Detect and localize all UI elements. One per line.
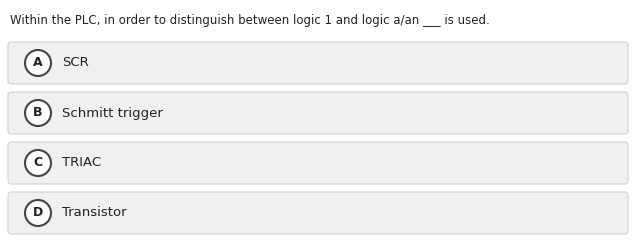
Text: TRIAC: TRIAC	[62, 156, 101, 170]
Text: B: B	[33, 107, 43, 119]
Text: Schmitt trigger: Schmitt trigger	[62, 107, 163, 119]
Ellipse shape	[25, 50, 51, 76]
Text: SCR: SCR	[62, 56, 89, 70]
Text: Transistor: Transistor	[62, 206, 126, 219]
Ellipse shape	[25, 200, 51, 226]
Text: C: C	[33, 156, 43, 170]
FancyBboxPatch shape	[8, 92, 628, 134]
FancyBboxPatch shape	[8, 142, 628, 184]
FancyBboxPatch shape	[8, 42, 628, 84]
Ellipse shape	[25, 100, 51, 126]
Text: Within the PLC, in order to distinguish between logic 1 and logic a/an ___ is us: Within the PLC, in order to distinguish …	[10, 14, 490, 27]
Text: D: D	[33, 206, 43, 219]
Ellipse shape	[25, 150, 51, 176]
Text: A: A	[33, 56, 43, 70]
FancyBboxPatch shape	[8, 192, 628, 234]
